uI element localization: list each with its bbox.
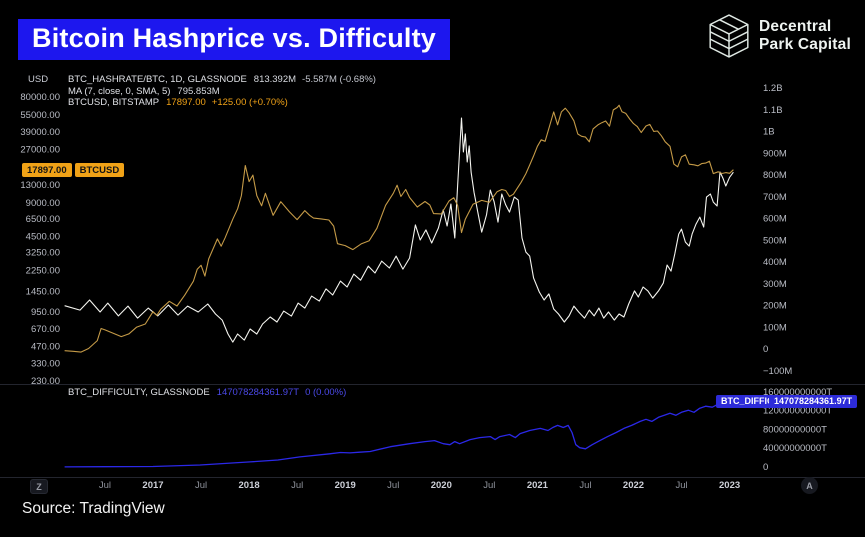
legend-source-label[interactable]: BTC_HASHRATE/BTC, 1D, GLASSNODE bbox=[68, 74, 247, 85]
axis-tick-label: Jul bbox=[675, 480, 687, 491]
axis-tick-label: 3250.00 bbox=[26, 248, 60, 259]
legend-value: 17897.00 bbox=[166, 97, 206, 108]
legend-row-ma[interactable]: MA (7, close, 0, SMA, 5) 795.853M bbox=[68, 86, 376, 98]
axis-tick-label: 600M bbox=[763, 214, 787, 225]
axis-tick-label: 2021 bbox=[527, 480, 549, 491]
axis-tick-label: Jul bbox=[387, 480, 399, 491]
axis-tick-label: 80000.00 bbox=[20, 92, 60, 103]
legend-change: +125.00 (+0.70%) bbox=[211, 97, 288, 108]
BTC_HASHRATE/BTC-line bbox=[64, 117, 734, 343]
series-lines bbox=[64, 104, 734, 468]
axis-tick-label: 2022 bbox=[623, 480, 644, 491]
axis-tick-label: 2250.00 bbox=[26, 265, 60, 276]
price-symbol-badge: BTCUSD bbox=[74, 163, 125, 177]
legend-row-btcusd[interactable]: BTCUSD, BITSTAMP 17897.00 +125.00 (+0.70%) bbox=[68, 97, 376, 109]
axis-tick-label: 120000000000T bbox=[763, 406, 832, 417]
axis-tick-label: 2019 bbox=[335, 480, 356, 491]
axis-tick-label: 13000.00 bbox=[20, 180, 60, 191]
legend-value: 795.853M bbox=[177, 85, 220, 97]
time-axis[interactable]: Jul 2017 Jul 2018 Jul 2019 Jul 2020 Jul 2021 Jul 20… bbox=[99, 480, 740, 491]
auto-scale-button[interactable]: A bbox=[801, 477, 818, 494]
axis-tick-label: Jul bbox=[579, 480, 591, 491]
legend-change: 0 (0.00%) bbox=[305, 387, 347, 398]
page-title: Bitcoin Hashprice vs. Difficulty bbox=[18, 19, 450, 60]
price-value-badge: 17897.00 bbox=[22, 163, 72, 177]
axis-tick-label: 9000.00 bbox=[26, 198, 60, 209]
left-price-axis[interactable]: 80000.00 55000.00 39000.00 27000.00 13000.00… bbox=[20, 92, 60, 387]
axis-tick-label: Jul bbox=[483, 480, 495, 491]
axis-tick-label: 330.00 bbox=[31, 359, 60, 370]
cube-logo-icon bbox=[709, 14, 749, 58]
axis-tick-label: 470.00 bbox=[31, 341, 60, 352]
axis-tick-label: 0 bbox=[763, 462, 768, 473]
axis-tick-label: 400M bbox=[763, 257, 787, 268]
axis-tick-label: 200M bbox=[763, 301, 787, 312]
axis-tick-label: 0 bbox=[763, 344, 768, 355]
legend-source-label[interactable]: BTC_DIFFICULTY, GLASSNODE bbox=[68, 387, 210, 398]
axis-tick-label: −100M bbox=[763, 366, 792, 377]
axis-tick-label: 27000.00 bbox=[20, 145, 60, 156]
axis-tick-label: 40000000000T bbox=[763, 443, 827, 454]
logo-text: Decentral Park Capital bbox=[759, 18, 851, 53]
axis-tick-label: 80000000000T bbox=[763, 424, 827, 435]
axis-tick-label: 4500.00 bbox=[26, 232, 60, 243]
main-panel-legend: BTC_HASHRATE/BTC, 1D, GLASSNODE 813.392M -… bbox=[68, 74, 376, 109]
BTCUSD-line bbox=[64, 104, 734, 353]
legend-source-label[interactable]: BTCUSD, BITSTAMP bbox=[68, 97, 160, 108]
axis-tick-label: 1450.00 bbox=[26, 287, 60, 298]
axis-tick-label: 1.2B bbox=[763, 83, 783, 94]
right-hashprice-axis[interactable]: 1.2B 1.1B 1B 900M 800M 700M 600M 500M 400M 300M 20… bbox=[763, 83, 792, 377]
axis-tick-label: 2023 bbox=[719, 480, 740, 491]
axis-tick-label: 700M bbox=[763, 192, 787, 203]
axis-tick-label: 2017 bbox=[142, 480, 163, 491]
axis-tick-label: 55000.00 bbox=[20, 110, 60, 121]
axis-tick-label: 950.00 bbox=[31, 307, 60, 318]
axis-tick-label: 1B bbox=[763, 127, 775, 138]
legend-row-hashprice[interactable]: BTC_HASHRATE/BTC, 1D, GLASSNODE 813.392M -… bbox=[68, 74, 376, 86]
axis-tick-label: 300M bbox=[763, 279, 787, 290]
axis-tick-label: 500M bbox=[763, 235, 787, 246]
btcusd-last-price-label: 17897.00 BTCUSD bbox=[22, 163, 125, 177]
axis-tick-label: Jul bbox=[195, 480, 207, 491]
axis-tick-label: 670.00 bbox=[31, 324, 60, 335]
legend-value: 147078284361.97T bbox=[216, 387, 300, 398]
axis-tick-label: 230.00 bbox=[31, 376, 60, 387]
difficulty-value-badge: 147078284361.97T bbox=[769, 395, 858, 408]
difficulty-axis[interactable]: 160000000000T 120000000000T 80000000000T 40… bbox=[763, 387, 832, 473]
difficulty-panel-legend[interactable]: BTC_DIFFICULTY, GLASSNODE 147078284361.97… bbox=[68, 387, 346, 399]
decentral-park-capital-logo: Decentral Park Capital bbox=[708, 13, 851, 59]
axis-tick-label: Jul bbox=[291, 480, 303, 491]
axis-tick-label: 160000000000T bbox=[763, 387, 832, 398]
axis-tick-label: 39000.00 bbox=[20, 127, 60, 138]
axis-tick-label: 1.1B bbox=[763, 105, 783, 116]
axis-tick-label: 800M bbox=[763, 170, 787, 181]
axis-tick-label: 100M bbox=[763, 322, 787, 333]
axis-tick-label: 900M bbox=[763, 148, 787, 159]
timezone-button[interactable]: Z bbox=[30, 479, 48, 494]
axis-tick-label: Jul bbox=[99, 480, 111, 491]
chart-canvas[interactable]: 80000.00 55000.00 39000.00 27000.00 13000.00… bbox=[0, 0, 865, 500]
axis-tick-label: 2018 bbox=[239, 480, 260, 491]
legend-change: -5.587M (-0.68%) bbox=[302, 74, 376, 85]
legend-value: 813.392M bbox=[253, 74, 297, 85]
legend-source-label[interactable]: MA (7, close, 0, SMA, 5) bbox=[68, 85, 171, 97]
axis-tick-label: 6500.00 bbox=[26, 214, 60, 225]
axis-tick-label: 2020 bbox=[431, 480, 452, 491]
source-attribution: Source: TradingView bbox=[22, 500, 165, 517]
BTC_DIFFICULTY-line bbox=[64, 397, 734, 468]
left-axis-unit-label: USD bbox=[28, 74, 49, 85]
